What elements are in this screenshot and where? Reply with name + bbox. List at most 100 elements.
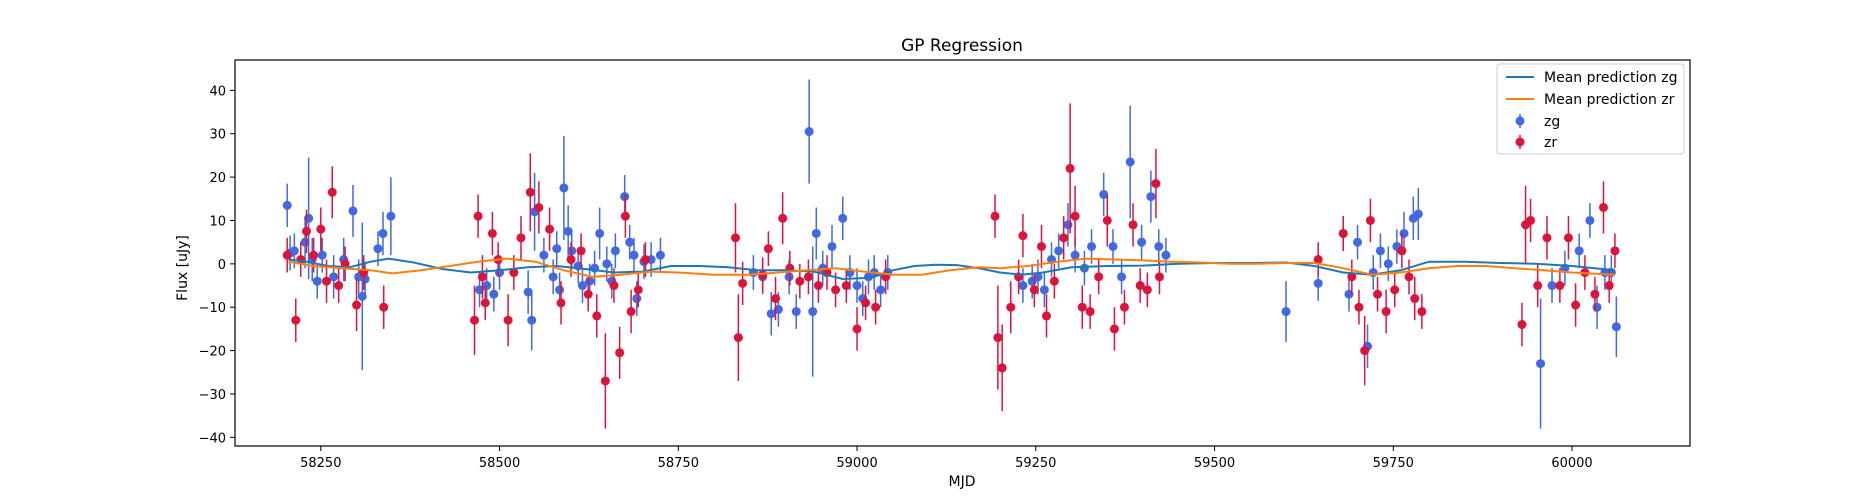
data-point-zg [625,237,635,247]
data-point-zr [615,348,625,358]
data-point-zg [386,211,396,221]
data-point-zr [1381,307,1391,317]
series-line-mean-prediction-zr [288,257,1615,278]
data-point-zg [489,289,499,299]
chart-title: GP Regression [901,36,1023,56]
y-tick-label: 40 [209,84,226,99]
data-point-zr [327,187,337,197]
data-point-zg [1161,250,1171,260]
y-tick-label: −20 [199,345,226,360]
data-point-zr [1590,289,1600,299]
data-point-zr [534,202,544,212]
data-point-zr [509,268,519,278]
data-point-zg [300,237,310,247]
x-tick-label: 60000 [1551,456,1592,471]
data-point-zr [633,285,643,295]
data-point-zg [523,287,533,297]
data-point-zg [838,213,848,223]
data-point-zg [1125,157,1135,167]
data-point-zr [301,226,311,236]
data-point-zg [348,206,358,216]
data-point-zr [1029,285,1039,295]
data-point-zg [1413,209,1423,219]
data-point-zr [1347,272,1357,282]
data-point-zg [585,276,595,286]
data-point-zr [1410,294,1420,304]
data-point-zg [852,281,862,291]
data-point-zr [620,211,630,221]
series-line-mean-prediction-zg [288,257,1615,281]
data-point-zg [1117,272,1127,282]
data-point-zg [1383,259,1393,269]
data-point-zr [1119,302,1129,312]
data-point-zr [1365,215,1375,225]
data-point-zr [503,315,513,325]
data-point-zr [525,187,535,197]
data-point-zg [312,276,322,286]
data-point-zg [548,272,558,282]
data-point-zg [876,285,886,295]
data-point-zr [871,302,881,312]
data-point-zr [795,276,805,286]
data-point-zg [1087,241,1097,251]
data-point-zr [738,278,748,288]
data-point-zr [1018,231,1028,241]
data-point-zr [282,250,292,260]
data-point-zr [1006,302,1016,312]
data-point-zg [804,127,814,137]
data-point-zr [545,224,555,234]
data-point-zr [1533,281,1543,291]
legend-box [1496,63,1685,155]
data-point-zr [1077,302,1087,312]
y-tick-label: 10 [209,214,226,229]
data-point-zg [1018,281,1028,291]
data-point-zr [1542,233,1552,243]
data-point-zr [1151,179,1161,189]
data-point-zg [1079,263,1089,273]
data-point-zr [480,298,490,308]
axes-frame [234,59,1691,447]
data-point-zg [1146,192,1156,202]
legend-label-zg: zg [1544,114,1560,130]
data-point-zg [1399,228,1409,238]
data-point-zr [470,315,480,325]
data-point-zg [577,281,587,291]
data-point-zr [730,233,740,243]
data-point-zr [1135,281,1145,291]
data-point-zr [583,289,593,299]
y-tick-label: 20 [209,171,226,186]
data-point-zr [1373,289,1383,299]
data-point-zr [1571,300,1581,310]
data-point-zr [566,255,576,265]
data-point-zr [592,311,602,321]
data-point-zg [555,285,565,295]
x-tick-label: 59750 [1373,456,1414,471]
data-point-zg [329,272,339,282]
data-point-zg [282,200,292,210]
data-point-zg [610,246,620,256]
data-point-zr [334,281,344,291]
data-point-zr [1604,281,1614,291]
legend: Mean prediction zg Mean prediction zr zg… [1496,63,1685,155]
x-tick-label: 59250 [1015,456,1056,471]
data-point-zg [827,241,837,251]
data-point-zg [1070,250,1080,260]
data-point-zg [1574,246,1584,256]
data-point-zg [1611,322,1621,332]
y-tick-label: 30 [209,128,226,143]
data-point-zg [632,294,642,304]
data-point-zr [316,224,326,234]
data-point-zr [1354,302,1364,312]
data-point-zg [373,244,383,254]
data-point-zr [640,255,650,265]
data-point-zg [559,183,569,193]
data-point-zr [516,233,526,243]
data-point-zr [556,298,566,308]
data-point-zr [763,244,773,254]
legend-label-mean-zg: Mean prediction zg [1544,70,1678,86]
data-point-zg [1536,359,1546,369]
data-point-zg [1585,215,1595,225]
data-point-zr [609,281,619,291]
data-point-zr [487,228,497,238]
